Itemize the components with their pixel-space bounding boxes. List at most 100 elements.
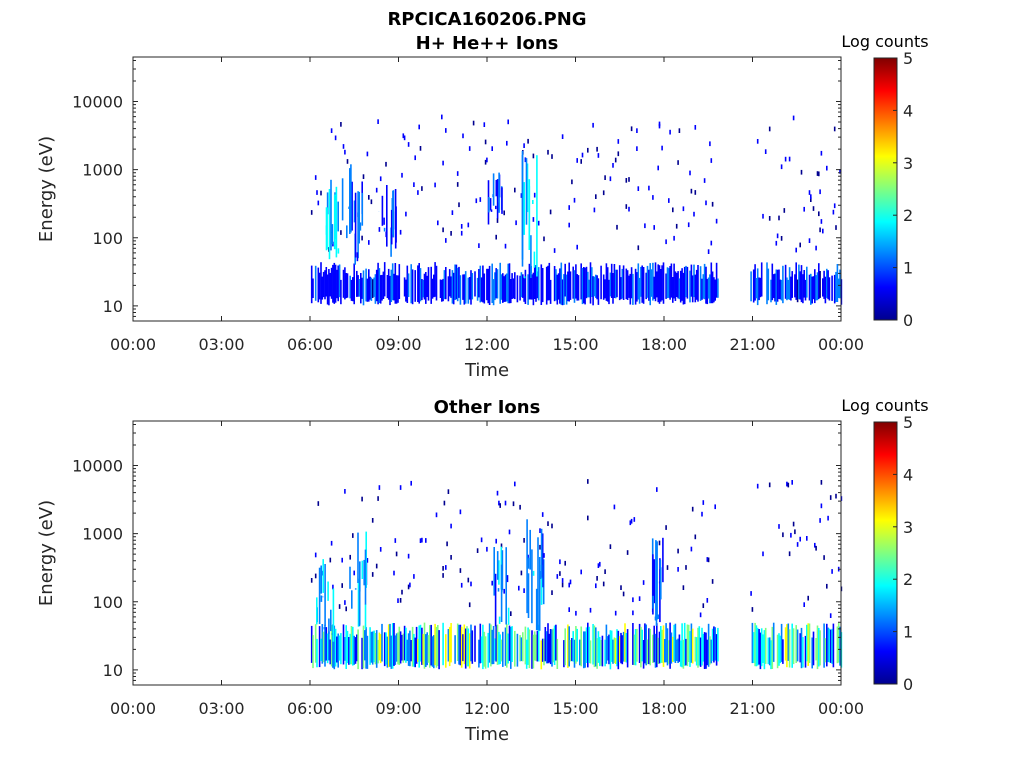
heatmap-cell: [514, 630, 516, 667]
heatmap-cell: [458, 202, 460, 208]
heatmap-cell: [810, 197, 812, 202]
heatmap-cell: [763, 630, 766, 670]
heatmap-cell: [675, 639, 678, 661]
heatmap-cell: [822, 278, 824, 297]
heatmap-cell: [368, 195, 370, 200]
heatmap-cell: [653, 625, 655, 663]
heatmap-cell: [403, 625, 406, 661]
heatmap-cell: [784, 264, 787, 299]
heatmap-cell: [387, 624, 390, 668]
x-tick-label: 06:00: [287, 699, 333, 718]
heatmap-cell: [795, 247, 797, 253]
heatmap-cell: [524, 157, 527, 163]
heatmap-cell: [454, 635, 456, 664]
heatmap-cell: [564, 263, 566, 297]
heatmap-cell: [378, 632, 381, 661]
heatmap-cell: [327, 581, 329, 601]
heatmap-cell: [345, 273, 347, 299]
heatmap-cell: [344, 600, 346, 605]
heatmap-cell: [580, 159, 582, 164]
heatmap-cell: [322, 631, 325, 663]
heatmap-cell: [462, 133, 464, 139]
colorbar-tick-label: 3: [903, 154, 913, 173]
heatmap-cell: [478, 243, 480, 248]
heatmap-cell: [573, 270, 576, 303]
heatmap-cell: [418, 625, 420, 668]
heatmap-cell: [573, 197, 576, 203]
heatmap-cell: [653, 225, 655, 230]
heatmap-cell: [754, 264, 756, 301]
heatmap-cell: [589, 262, 592, 304]
heatmap-cell: [520, 570, 523, 576]
heatmap-cell: [413, 574, 415, 579]
heatmap-cell: [342, 269, 345, 298]
heatmap-cell: [506, 273, 508, 302]
heatmap-cell: [344, 149, 346, 155]
heatmap-cell: [626, 550, 629, 555]
heatmap-cell: [750, 271, 752, 302]
heatmap-cell: [614, 638, 617, 664]
heatmap-cell: [622, 265, 625, 300]
heatmap-cell: [778, 269, 780, 299]
heatmap-cell: [494, 272, 496, 301]
heatmap-cell: [536, 271, 539, 299]
heatmap-cell: [520, 637, 523, 662]
heatmap-cell: [421, 537, 423, 543]
heatmap-cell: [604, 279, 606, 299]
heatmap-cell: [770, 279, 772, 303]
heatmap-cell: [393, 273, 395, 301]
heatmap-cell: [685, 638, 687, 666]
heatmap-cell: [321, 624, 324, 664]
heatmap-cell: [690, 188, 693, 194]
heatmap-cell: [365, 627, 367, 669]
heatmap-cell: [434, 262, 436, 297]
y-axis-ticks: 10 100 1000 10000: [72, 423, 841, 686]
heatmap-cell: [389, 275, 391, 306]
heatmap-cell: [547, 265, 549, 301]
heatmap-cell: [634, 629, 637, 666]
heatmap-cell: [790, 276, 792, 301]
heatmap-cell: [787, 279, 790, 300]
heatmap-cell: [447, 629, 450, 662]
heatmap-cell: [799, 633, 801, 663]
heatmap-cell: [690, 546, 693, 552]
heatmap-cell: [556, 638, 559, 669]
heatmap-cell: [710, 639, 713, 664]
heatmap-cell: [468, 633, 471, 669]
heatmap-cell: [332, 588, 335, 642]
heatmap-cell: [527, 274, 529, 305]
heatmap-cell: [455, 264, 458, 300]
heatmap-cell: [784, 156, 787, 162]
heatmap-cell: [316, 190, 318, 195]
heatmap-cell: [411, 269, 414, 305]
heatmap-cell: [645, 624, 647, 666]
heatmap-cell: [584, 631, 586, 668]
heatmap-cell: [750, 591, 752, 596]
heatmap-cell: [321, 276, 324, 300]
heatmap-cell: [832, 623, 835, 668]
heatmap-cell: [394, 538, 397, 543]
y-tick-label: 100: [92, 229, 123, 248]
heatmap-cell: [808, 623, 811, 663]
heatmap-cell: [468, 277, 471, 300]
heatmap-cell: [419, 624, 422, 662]
colorbar: [873, 421, 898, 685]
heatmap-cell: [433, 635, 435, 669]
heatmap-cell: [629, 273, 632, 305]
colorbar: [873, 57, 898, 321]
heatmap-cell: [799, 536, 801, 542]
heatmap-cell: [405, 211, 407, 217]
heatmap-cell: [669, 266, 671, 300]
heatmap-cell: [401, 589, 403, 595]
heatmap-cell: [470, 624, 472, 662]
heatmap-cell: [575, 626, 577, 664]
heatmap-cell: [756, 627, 759, 666]
heatmap-cell: [527, 557, 530, 569]
heatmap-cell: [548, 633, 551, 663]
heatmap-cell: [325, 267, 328, 297]
heatmap-cell: [599, 636, 601, 667]
heatmap-cell: [657, 264, 659, 303]
heatmap-cell: [717, 627, 719, 662]
heatmap-cell: [767, 637, 770, 665]
heatmap-cell: [362, 625, 365, 669]
